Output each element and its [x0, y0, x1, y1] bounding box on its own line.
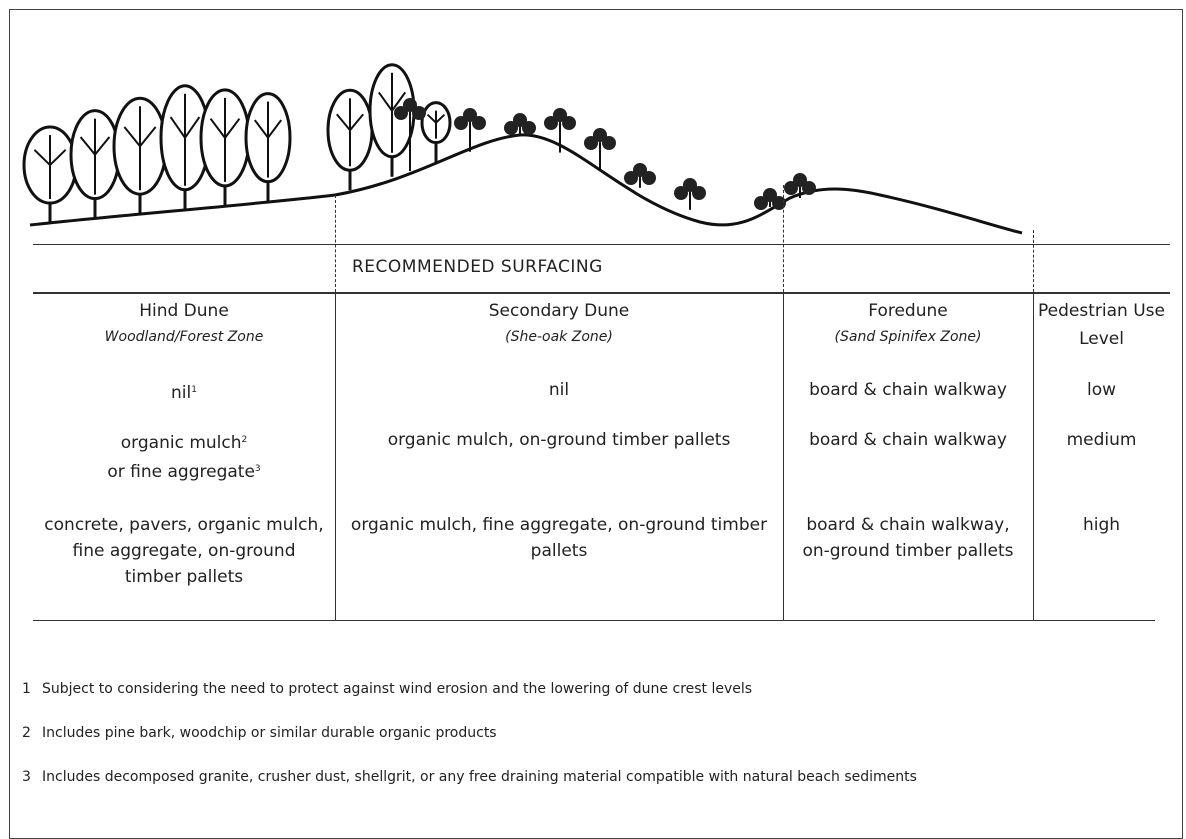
column-divider	[1033, 292, 1034, 620]
tree-vein	[123, 106, 157, 191]
dune-profile	[29, 133, 1023, 235]
tree-foliage	[562, 116, 576, 130]
tree-foliage	[472, 116, 486, 130]
tree-vein	[377, 72, 407, 153]
table-cell: organic mulch, on-ground timber pallets	[387, 430, 731, 450]
footnote-number: 3	[22, 769, 31, 785]
table-cell: nil	[548, 380, 570, 400]
table-cell: organic mulch2 or fine aggregate3	[43, 427, 325, 485]
tree-vein	[79, 118, 111, 195]
tree-foliage	[763, 188, 777, 202]
cell-line: or fine aggregate3	[43, 456, 325, 485]
column-divider	[335, 292, 336, 620]
tree-foliage	[544, 116, 558, 130]
column-title: Foredune	[868, 301, 948, 321]
footnote-marker: 2	[241, 435, 248, 445]
tree-foliage	[683, 178, 697, 192]
table-cell: nil1	[43, 377, 325, 406]
dashed-divider	[783, 185, 784, 292]
tree-vein	[209, 97, 241, 182]
tree-foliage	[793, 173, 807, 187]
tree-foliage	[602, 136, 616, 150]
tree-foliage	[642, 171, 656, 185]
column-title: Pedestrian Use Level	[1038, 301, 1165, 349]
dune-illustration	[22, 63, 1023, 235]
cell-text: nil	[171, 383, 192, 403]
tree-foliage	[624, 171, 638, 185]
cell-line: organic mulch2	[43, 427, 325, 456]
tree-foliage	[754, 196, 768, 210]
table-cell: high	[1082, 515, 1121, 535]
footnote-number: 1	[22, 681, 31, 697]
footnote-marker: 3	[254, 464, 261, 474]
column-divider	[783, 292, 784, 620]
tree-foliage	[633, 163, 647, 177]
tree-foliage	[584, 136, 598, 150]
tree-vein	[336, 98, 364, 167]
tree-foliage	[504, 121, 518, 135]
tree-foliage	[692, 186, 706, 200]
tree-foliage	[522, 121, 536, 135]
table-cell: low	[1086, 380, 1117, 400]
footnote-text: Subject to considering the need to prote…	[42, 681, 753, 697]
tree-vein	[254, 101, 282, 178]
column-title: Hind Dune	[139, 301, 229, 321]
tree-vein	[169, 93, 201, 186]
cell-text: or fine aggregate	[107, 462, 255, 482]
dashed-divider	[335, 195, 336, 292]
table-cell: board & chain walkway, on-ground timber …	[802, 515, 1014, 561]
column-subtitle: Woodland/Forest Zone	[104, 329, 264, 345]
dashed-divider	[1033, 230, 1034, 292]
tree-foliage	[784, 181, 798, 195]
table-cell: organic mulch, fine aggregate, on-ground…	[350, 515, 768, 561]
banner: RECOMMENDED SURFACING	[352, 257, 603, 277]
column-subtitle: (Sand Spinifex Zone)	[834, 329, 982, 345]
tree-foliage	[802, 181, 816, 195]
footnote-marker: 1	[191, 385, 197, 395]
table-cell: concrete, pavers, organic mulch, fine ag…	[44, 515, 324, 587]
column-subtitle: (She-oak Zone)	[505, 329, 613, 345]
footnote-number: 2	[22, 725, 31, 741]
tree-foliage	[674, 186, 688, 200]
tree-vein	[33, 135, 67, 200]
rule	[33, 244, 1170, 245]
table-cell: medium	[1066, 430, 1137, 450]
footnote-text: Includes pine bark, woodchip or similar …	[42, 725, 497, 741]
tree-foliage	[463, 108, 477, 122]
tree-foliage	[412, 106, 426, 120]
tree-foliage	[403, 98, 417, 112]
tree-foliage	[772, 196, 786, 210]
table-cell: board & chain walkway	[809, 430, 1007, 450]
tree-foliage	[553, 108, 567, 122]
tree-vein	[426, 110, 446, 139]
footnote-text: Includes decomposed granite, crusher dus…	[42, 769, 917, 785]
rule	[33, 620, 1155, 621]
trees	[22, 63, 816, 224]
tree-foliage	[513, 113, 527, 127]
column-title: Secondary Dune	[488, 301, 630, 321]
tree-foliage	[394, 106, 408, 120]
table-cell: board & chain walkway	[809, 380, 1007, 400]
cell-line: nil1	[43, 377, 325, 406]
tree-foliage	[454, 116, 468, 130]
tree-foliage	[593, 128, 607, 142]
cell-text: organic mulch	[120, 433, 242, 453]
rule	[33, 292, 1170, 294]
